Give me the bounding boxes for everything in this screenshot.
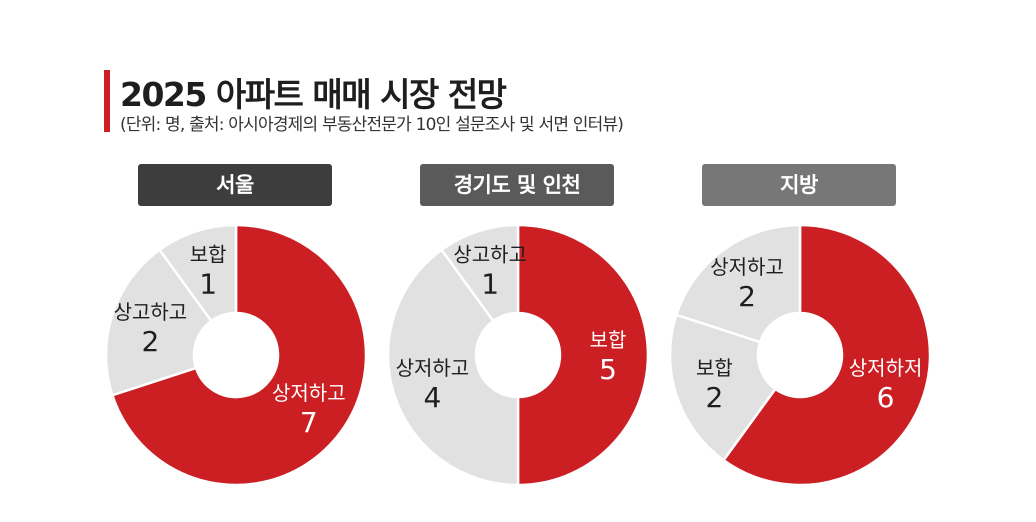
slice-value-seoul-0: 7	[300, 406, 318, 439]
slice-label-jibang-1: 보합	[696, 356, 733, 380]
donut-slice-jibang-0	[721, 223, 932, 487]
donut-slice-gyeonggi-incheon-1	[386, 248, 520, 487]
donut-slice-seoul-0	[110, 223, 368, 487]
donut-slice-gyeonggi-incheon-0	[516, 223, 650, 487]
slice-label-jibang-0: 상저하저	[849, 356, 923, 380]
slice-label-seoul-0: 상저하고	[272, 381, 346, 405]
slice-value-gyeonggi-incheon-1: 4	[423, 381, 441, 414]
slice-value-seoul-1: 2	[141, 325, 159, 358]
donut-slice-jibang-2	[674, 223, 802, 344]
slice-label-gyeonggi-incheon-0: 보합	[590, 328, 627, 352]
slice-value-gyeonggi-incheon-0: 5	[599, 353, 617, 386]
slice-label-gyeonggi-incheon-1: 상저하고	[396, 356, 470, 380]
donut-slice-seoul-2	[157, 223, 238, 323]
region-label-jibang: 지방	[702, 164, 896, 206]
page-subtitle: (단위: 명, 출처: 아시아경제의 부동산전문가 10인 설문조사 및 서면 …	[120, 115, 624, 135]
slice-value-seoul-2: 1	[199, 267, 217, 300]
slice-label-gyeonggi-incheon-2: 상고하고	[453, 242, 527, 266]
slice-value-jibang-0: 6	[877, 381, 895, 414]
slice-value-gyeonggi-incheon-2: 1	[481, 267, 499, 300]
region-label-gyeonggi-incheon: 경기도 및 인천	[420, 164, 614, 206]
region-label-seoul: 서울	[138, 164, 332, 206]
slice-label-seoul-1: 상고하고	[114, 300, 188, 324]
donut-slice-jibang-1	[668, 313, 778, 462]
slice-label-jibang-2: 상저하고	[710, 255, 784, 279]
slice-value-jibang-2: 2	[738, 280, 756, 313]
slice-label-seoul-2: 보합	[190, 242, 227, 266]
page-title: 2025 아파트 매매 시장 전망	[120, 75, 507, 114]
title-accent-bar	[104, 70, 110, 132]
donut-slice-gyeonggi-incheon-2	[439, 223, 520, 323]
slice-value-jibang-1: 2	[705, 381, 723, 414]
